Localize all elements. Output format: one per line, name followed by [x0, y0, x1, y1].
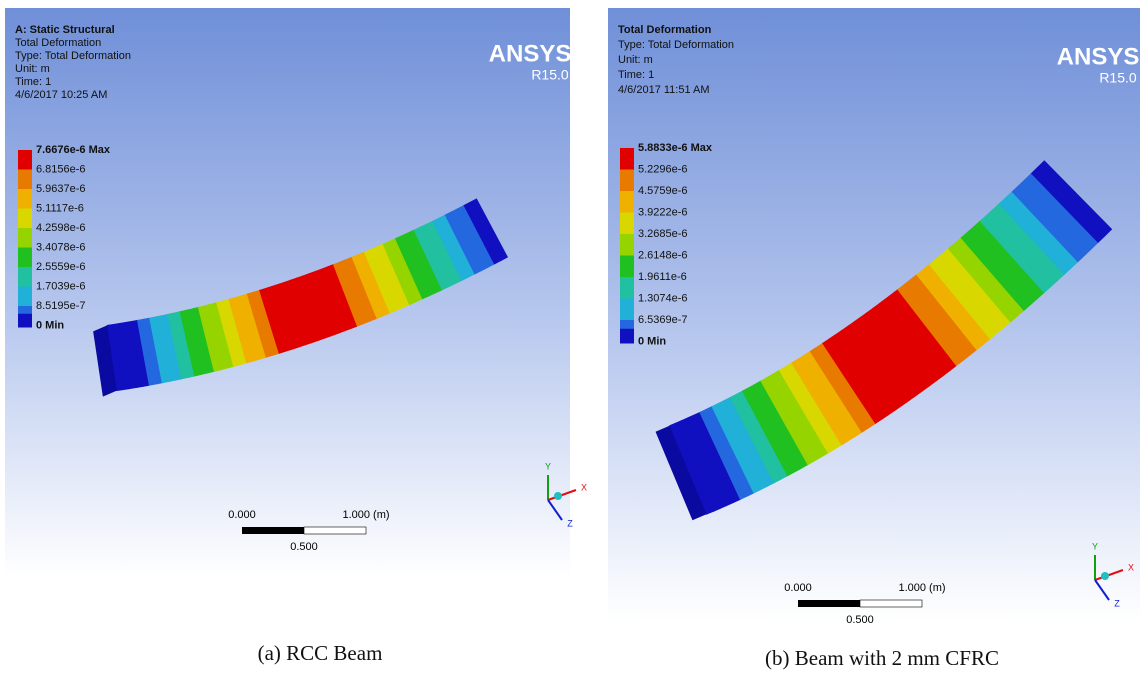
caption: (a) RCC Beam	[258, 641, 383, 665]
header-line: Type: Total Deformation	[15, 50, 131, 62]
legend-label: 6.8156e-6	[36, 163, 86, 175]
legend-swatch	[18, 170, 32, 190]
legend-label: 3.2685e-6	[638, 228, 688, 240]
scale-white	[860, 600, 922, 607]
legend-swatch	[18, 267, 32, 287]
legend-swatch	[620, 234, 634, 256]
legend-label: 7.6676e-6 Max	[36, 144, 111, 156]
header-line: A: Static Structural	[15, 24, 115, 36]
scale-end: 1.000 (m)	[342, 509, 389, 521]
axis-label: Y	[1092, 541, 1098, 551]
scale-start: 0.000	[228, 509, 256, 521]
header-line: Type: Total Deformation	[618, 39, 734, 51]
axis-label: X	[1128, 562, 1134, 572]
legend-label: 6.5369e-7	[638, 314, 688, 326]
legend-swatch	[620, 329, 634, 344]
scale-end: 1.000 (m)	[898, 582, 945, 594]
legend-swatch	[620, 191, 634, 213]
legend-swatch	[18, 209, 32, 229]
legend-label: 5.8833e-6 Max	[638, 142, 713, 154]
legend-label: 5.1117e-6	[36, 202, 84, 214]
axis-label: Z	[567, 518, 573, 528]
header-line: Total Deformation	[15, 37, 101, 49]
legend-label: 5.2296e-6	[638, 163, 688, 175]
axis-label: X	[581, 482, 587, 492]
figure: A: Static StructuralTotal DeformationTyp…	[0, 0, 1140, 678]
legend-label: 8.5195e-7	[36, 300, 86, 312]
legend-swatch	[18, 228, 32, 248]
scale-black	[242, 527, 304, 534]
logo-version: R15.0	[1099, 70, 1137, 86]
scale-black	[798, 600, 860, 607]
legend-swatch	[620, 148, 634, 170]
scale-white	[304, 527, 366, 534]
legend-swatch	[620, 170, 634, 192]
legend-label: 2.5559e-6	[36, 261, 86, 273]
header-line: Time: 1	[15, 76, 51, 88]
legend-label: 3.9222e-6	[638, 206, 688, 218]
legend-label: 3.4078e-6	[36, 241, 86, 253]
header-line: Unit: m	[618, 54, 653, 66]
legend-label: 1.7039e-6	[36, 280, 86, 292]
scale-mid: 0.500	[290, 541, 318, 553]
legend-swatch	[620, 299, 634, 321]
legend-label: 2.6148e-6	[638, 249, 688, 261]
legend-swatch	[620, 256, 634, 278]
legend-swatch	[18, 314, 32, 328]
caption: (b) Beam with 2 mm CFRC	[765, 646, 999, 670]
triad-center	[1101, 572, 1109, 580]
logo-name: ANSYS	[489, 40, 572, 67]
legend-label: 1.3074e-6	[638, 292, 688, 304]
logo-version: R15.0	[531, 67, 569, 83]
legend-swatch	[18, 189, 32, 209]
header-line: 4/6/2017 11:51 AM	[618, 84, 710, 96]
legend-swatch	[620, 213, 634, 235]
header-line: Time: 1	[618, 69, 654, 81]
legend-label: 0 Min	[36, 319, 64, 331]
legend-label: 4.2598e-6	[36, 222, 86, 234]
scale-mid: 0.500	[846, 614, 874, 626]
header-line: Unit: m	[15, 63, 50, 75]
legend-swatch	[18, 248, 32, 268]
legend-label: 5.9637e-6	[36, 183, 86, 195]
header-line: Total Deformation	[618, 24, 712, 36]
triad-center	[554, 492, 562, 500]
legend-label: 1.9611e-6	[638, 271, 687, 283]
legend-swatch	[18, 150, 32, 170]
header-line: 4/6/2017 10:25 AM	[15, 89, 107, 101]
logo-name: ANSYS	[1057, 43, 1140, 70]
axis-label: Z	[1114, 598, 1120, 608]
legend-label: 4.5759e-6	[638, 185, 688, 197]
legend-swatch	[18, 287, 32, 307]
scale-start: 0.000	[784, 582, 812, 594]
legend-swatch	[620, 277, 634, 299]
axis-label: Y	[545, 461, 551, 471]
legend-label: 0 Min	[638, 335, 666, 347]
